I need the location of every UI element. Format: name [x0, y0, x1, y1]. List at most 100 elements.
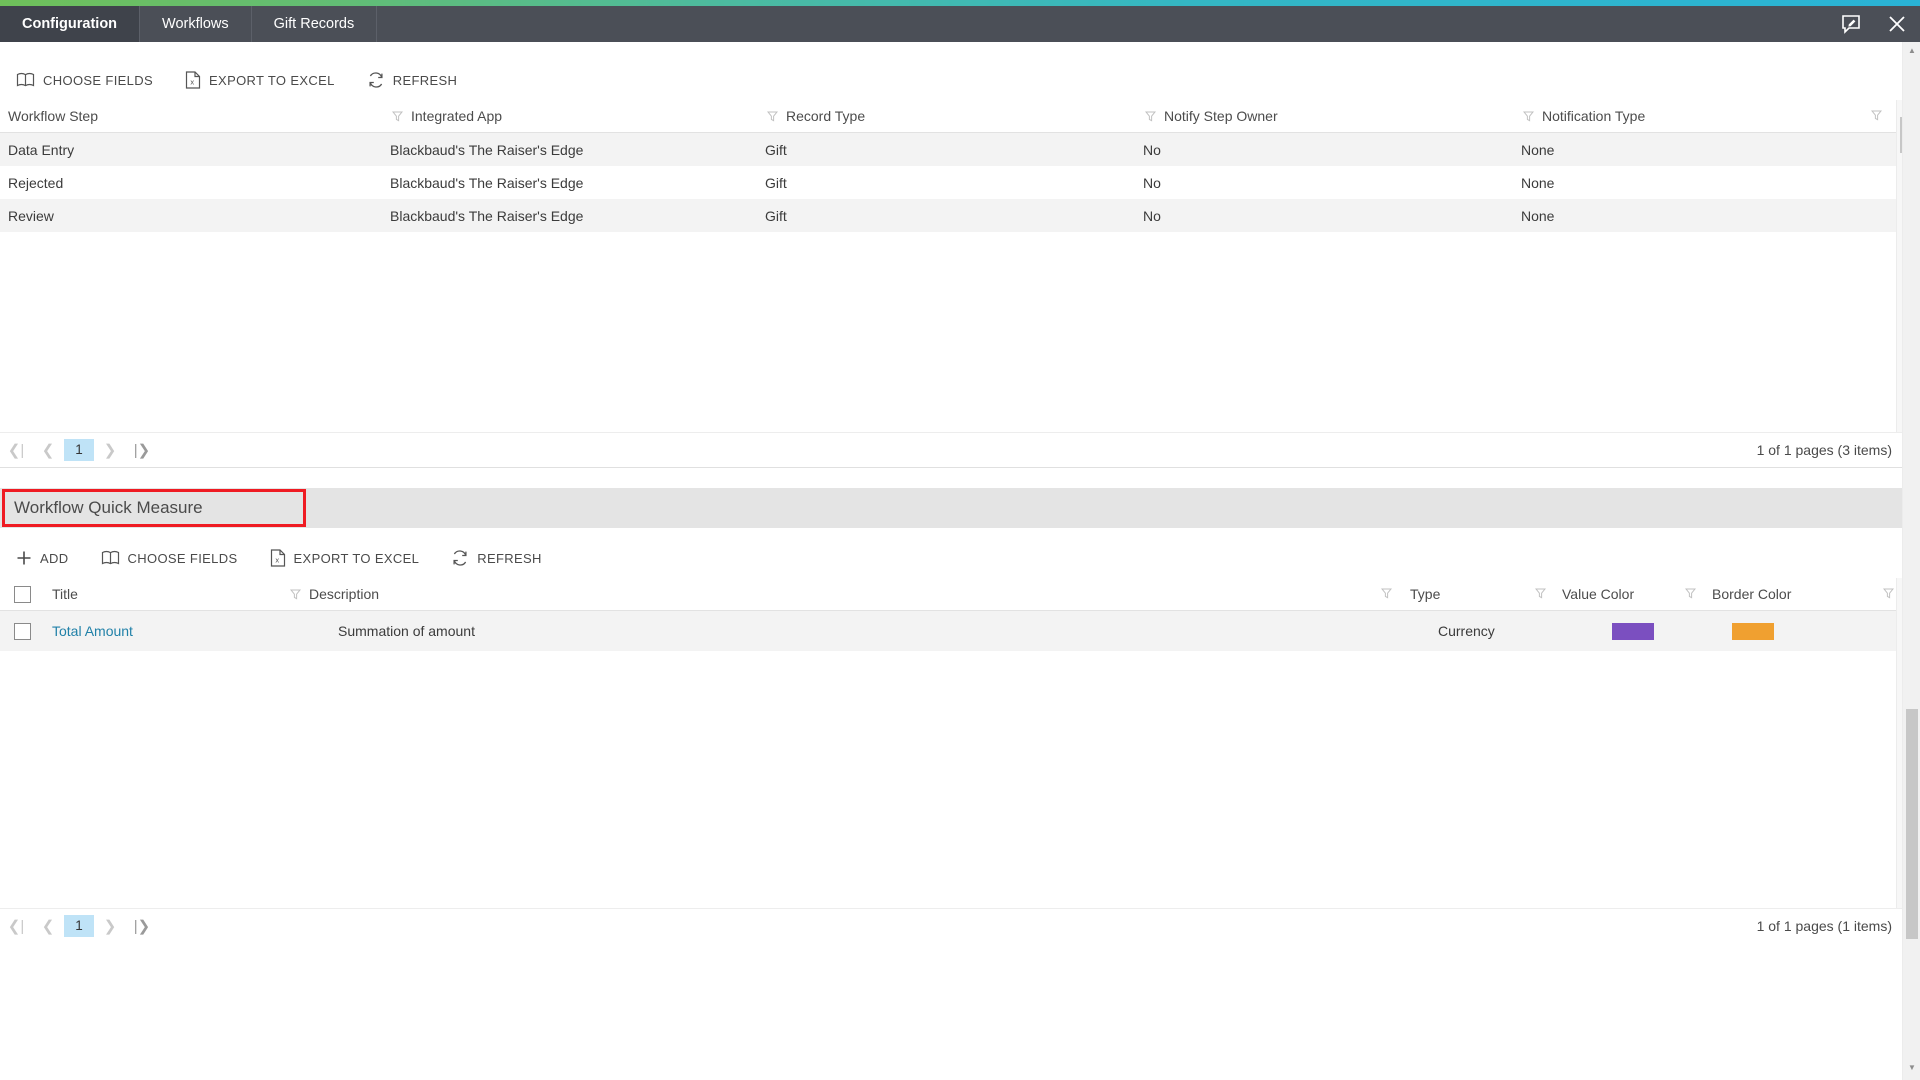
export-to-excel-button[interactable]: x EXPORT TO EXCEL [181, 67, 351, 93]
add-label: ADD [40, 550, 69, 566]
filter-funnel-icon[interactable] [1870, 108, 1883, 124]
select-all-checkbox-cell[interactable] [0, 578, 44, 611]
pager-prev-button[interactable]: ❮ [41, 441, 55, 459]
filter-funnel-icon[interactable] [757, 111, 778, 122]
column-header-type-label: Type [1410, 586, 1441, 602]
choose-fields-icon [101, 550, 120, 566]
table-row[interactable]: Rejected Blackbaud's The Raiser's Edge G… [0, 166, 1896, 199]
export-to-excel-label: EXPORT TO EXCEL [209, 72, 335, 88]
filter-funnel-icon[interactable] [1513, 111, 1534, 122]
quick-measure-grid-header: Title Description Type Value Color [0, 578, 1908, 611]
add-icon [16, 550, 32, 566]
cell-notify-step-owner: No [1143, 174, 1161, 191]
cell-description: Summation of amount [338, 623, 475, 639]
column-header-type[interactable]: Type [1402, 578, 1554, 611]
column-header-record-type[interactable]: Record Type [757, 100, 1135, 133]
notifications-pager: ❮| ❮ 1 ❯ |❯ 1 of 1 pages (3 items) [0, 432, 1920, 466]
export-to-excel-icon: x [270, 549, 286, 567]
choose-fields-button[interactable]: CHOOSE FIELDS [97, 546, 254, 570]
cell-integrated-app: Blackbaud's The Raiser's Edge [390, 207, 584, 224]
page-scrollbar-track-upper[interactable] [1903, 59, 1920, 709]
pager-page-1[interactable]: 1 [64, 438, 94, 461]
cell-workflow-step: Data Entry [8, 141, 75, 158]
filter-funnel-icon[interactable] [1534, 586, 1547, 602]
choose-fields-label: CHOOSE FIELDS [43, 72, 154, 88]
table-row[interactable]: Review Blackbaud's The Raiser's Edge Gif… [0, 199, 1896, 232]
page-scroll-up-arrow-icon[interactable]: ▲ [1908, 46, 1916, 55]
pager-next-button[interactable]: ❯ [103, 441, 117, 459]
refresh-button[interactable]: REFRESH [363, 67, 474, 93]
brand-gradient-strip [0, 0, 1920, 6]
table-row[interactable]: Data Entry Blackbaud's The Raiser's Edge… [0, 133, 1896, 166]
tab-configuration[interactable]: Configuration [0, 6, 141, 42]
column-header-value-color[interactable]: Value Color [1554, 578, 1704, 611]
tab-configuration-label: Configuration [22, 16, 118, 32]
cell-notify-step-owner: No [1143, 207, 1161, 224]
pager-next-button[interactable]: ❯ [103, 917, 117, 935]
cell-title-link[interactable]: Total Amount [52, 623, 133, 639]
cell-record-type: Gift [765, 207, 787, 224]
column-header-border-color[interactable]: Border Color [1704, 578, 1908, 611]
cell-record-type: Gift [765, 141, 787, 158]
quick-measure-pager: ❮| ❮ 1 ❯ |❯ 1 of 1 pages (1 items) [0, 908, 1920, 942]
refresh-icon [451, 549, 469, 567]
column-header-integrated-app[interactable]: Integrated App [382, 100, 757, 133]
refresh-button[interactable]: REFRESH [447, 545, 558, 571]
export-to-excel-button[interactable]: x EXPORT TO EXCEL [266, 545, 436, 571]
column-header-notification-type[interactable]: Notification Type [1513, 100, 1896, 133]
row-select-checkbox-cell[interactable] [0, 622, 44, 640]
page-scrollbar[interactable]: ▲ ▼ [1902, 42, 1920, 1080]
close-icon[interactable] [1874, 6, 1920, 42]
notifications-toolbar: CHOOSE FIELDS x EXPORT TO EXCEL [0, 62, 1920, 98]
add-button[interactable]: ADD [12, 546, 85, 570]
feedback-pencil-icon[interactable] [1828, 6, 1874, 42]
column-header-notify-step-owner[interactable]: Notify Step Owner [1135, 100, 1513, 133]
refresh-label: REFRESH [477, 550, 542, 566]
filter-funnel-icon[interactable] [280, 589, 301, 600]
choose-fields-label: CHOOSE FIELDS [127, 550, 238, 566]
column-header-workflow-step[interactable]: Workflow Step [0, 100, 382, 133]
quick-measure-section-band: Workflow Quick Measure [0, 488, 1920, 528]
quick-measure-grid: Title Description Type Value Color [0, 578, 1908, 878]
filter-funnel-icon[interactable] [382, 111, 403, 122]
column-header-description[interactable]: Description [280, 578, 1402, 611]
pager-prev-button[interactable]: ❮ [41, 917, 55, 935]
pager-first-button[interactable]: ❮| [7, 441, 25, 459]
filter-funnel-icon[interactable] [1684, 586, 1697, 602]
refresh-label: REFRESH [392, 72, 458, 88]
page-scroll-down-arrow-icon[interactable]: ▼ [1908, 1063, 1916, 1072]
grid-empty-area [0, 651, 1908, 878]
cell-notification-type: None [1521, 207, 1555, 224]
cell-record-type: Gift [765, 174, 787, 191]
pager-last-button[interactable]: |❯ [133, 441, 151, 459]
pager-page-1[interactable]: 1 [64, 914, 94, 937]
cell-workflow-step: Review [8, 207, 54, 224]
cell-type: Currency [1438, 623, 1495, 639]
border-color-swatch[interactable] [1732, 622, 1774, 640]
quick-measure-pager-info: 1 of 1 pages (1 items) [1756, 917, 1892, 934]
cell-integrated-app: Blackbaud's The Raiser's Edge [390, 174, 584, 191]
column-header-title[interactable]: Title [44, 578, 280, 611]
filter-funnel-icon[interactable] [1135, 111, 1156, 122]
table-row[interactable]: Total Amount Summation of amount Currenc… [0, 611, 1908, 651]
pager-last-button[interactable]: |❯ [133, 917, 151, 935]
choose-fields-button[interactable]: CHOOSE FIELDS [12, 68, 169, 92]
select-all-checkbox[interactable] [13, 585, 31, 603]
page-scrollbar-thumb[interactable] [1906, 709, 1918, 939]
tab-workflows-label: Workflows [162, 16, 229, 32]
notifications-grid: Workflow Step Integrated App Record Type… [0, 100, 1896, 400]
tab-gift-records[interactable]: Gift Records [252, 6, 378, 42]
tab-workflows[interactable]: Workflows [140, 6, 252, 42]
pager-first-button[interactable]: ❮| [7, 917, 25, 935]
column-header-value-color-label: Value Color [1562, 586, 1635, 602]
filter-funnel-icon[interactable] [1882, 586, 1895, 602]
cell-notification-type: None [1521, 174, 1555, 191]
column-header-border-color-label: Border Color [1712, 586, 1792, 602]
page-scrollbar-track-lower[interactable] [1903, 939, 1920, 1059]
export-to-excel-label: EXPORT TO EXCEL [293, 550, 420, 566]
column-header-description-label: Description [309, 586, 380, 602]
value-color-swatch[interactable] [1612, 622, 1654, 640]
filter-funnel-icon[interactable] [1380, 586, 1393, 602]
row-select-checkbox[interactable] [13, 622, 31, 640]
